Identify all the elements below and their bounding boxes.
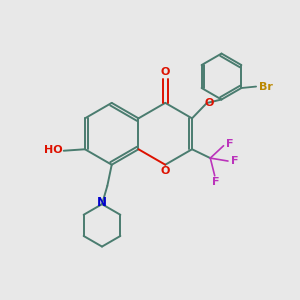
Text: O: O xyxy=(204,98,214,108)
Text: F: F xyxy=(226,139,233,149)
Text: F: F xyxy=(212,177,220,187)
Text: F: F xyxy=(231,156,238,166)
Text: HO: HO xyxy=(44,145,63,155)
Text: O: O xyxy=(160,166,170,176)
Text: Br: Br xyxy=(259,82,272,92)
Text: N: N xyxy=(97,196,107,209)
Text: O: O xyxy=(160,67,170,77)
